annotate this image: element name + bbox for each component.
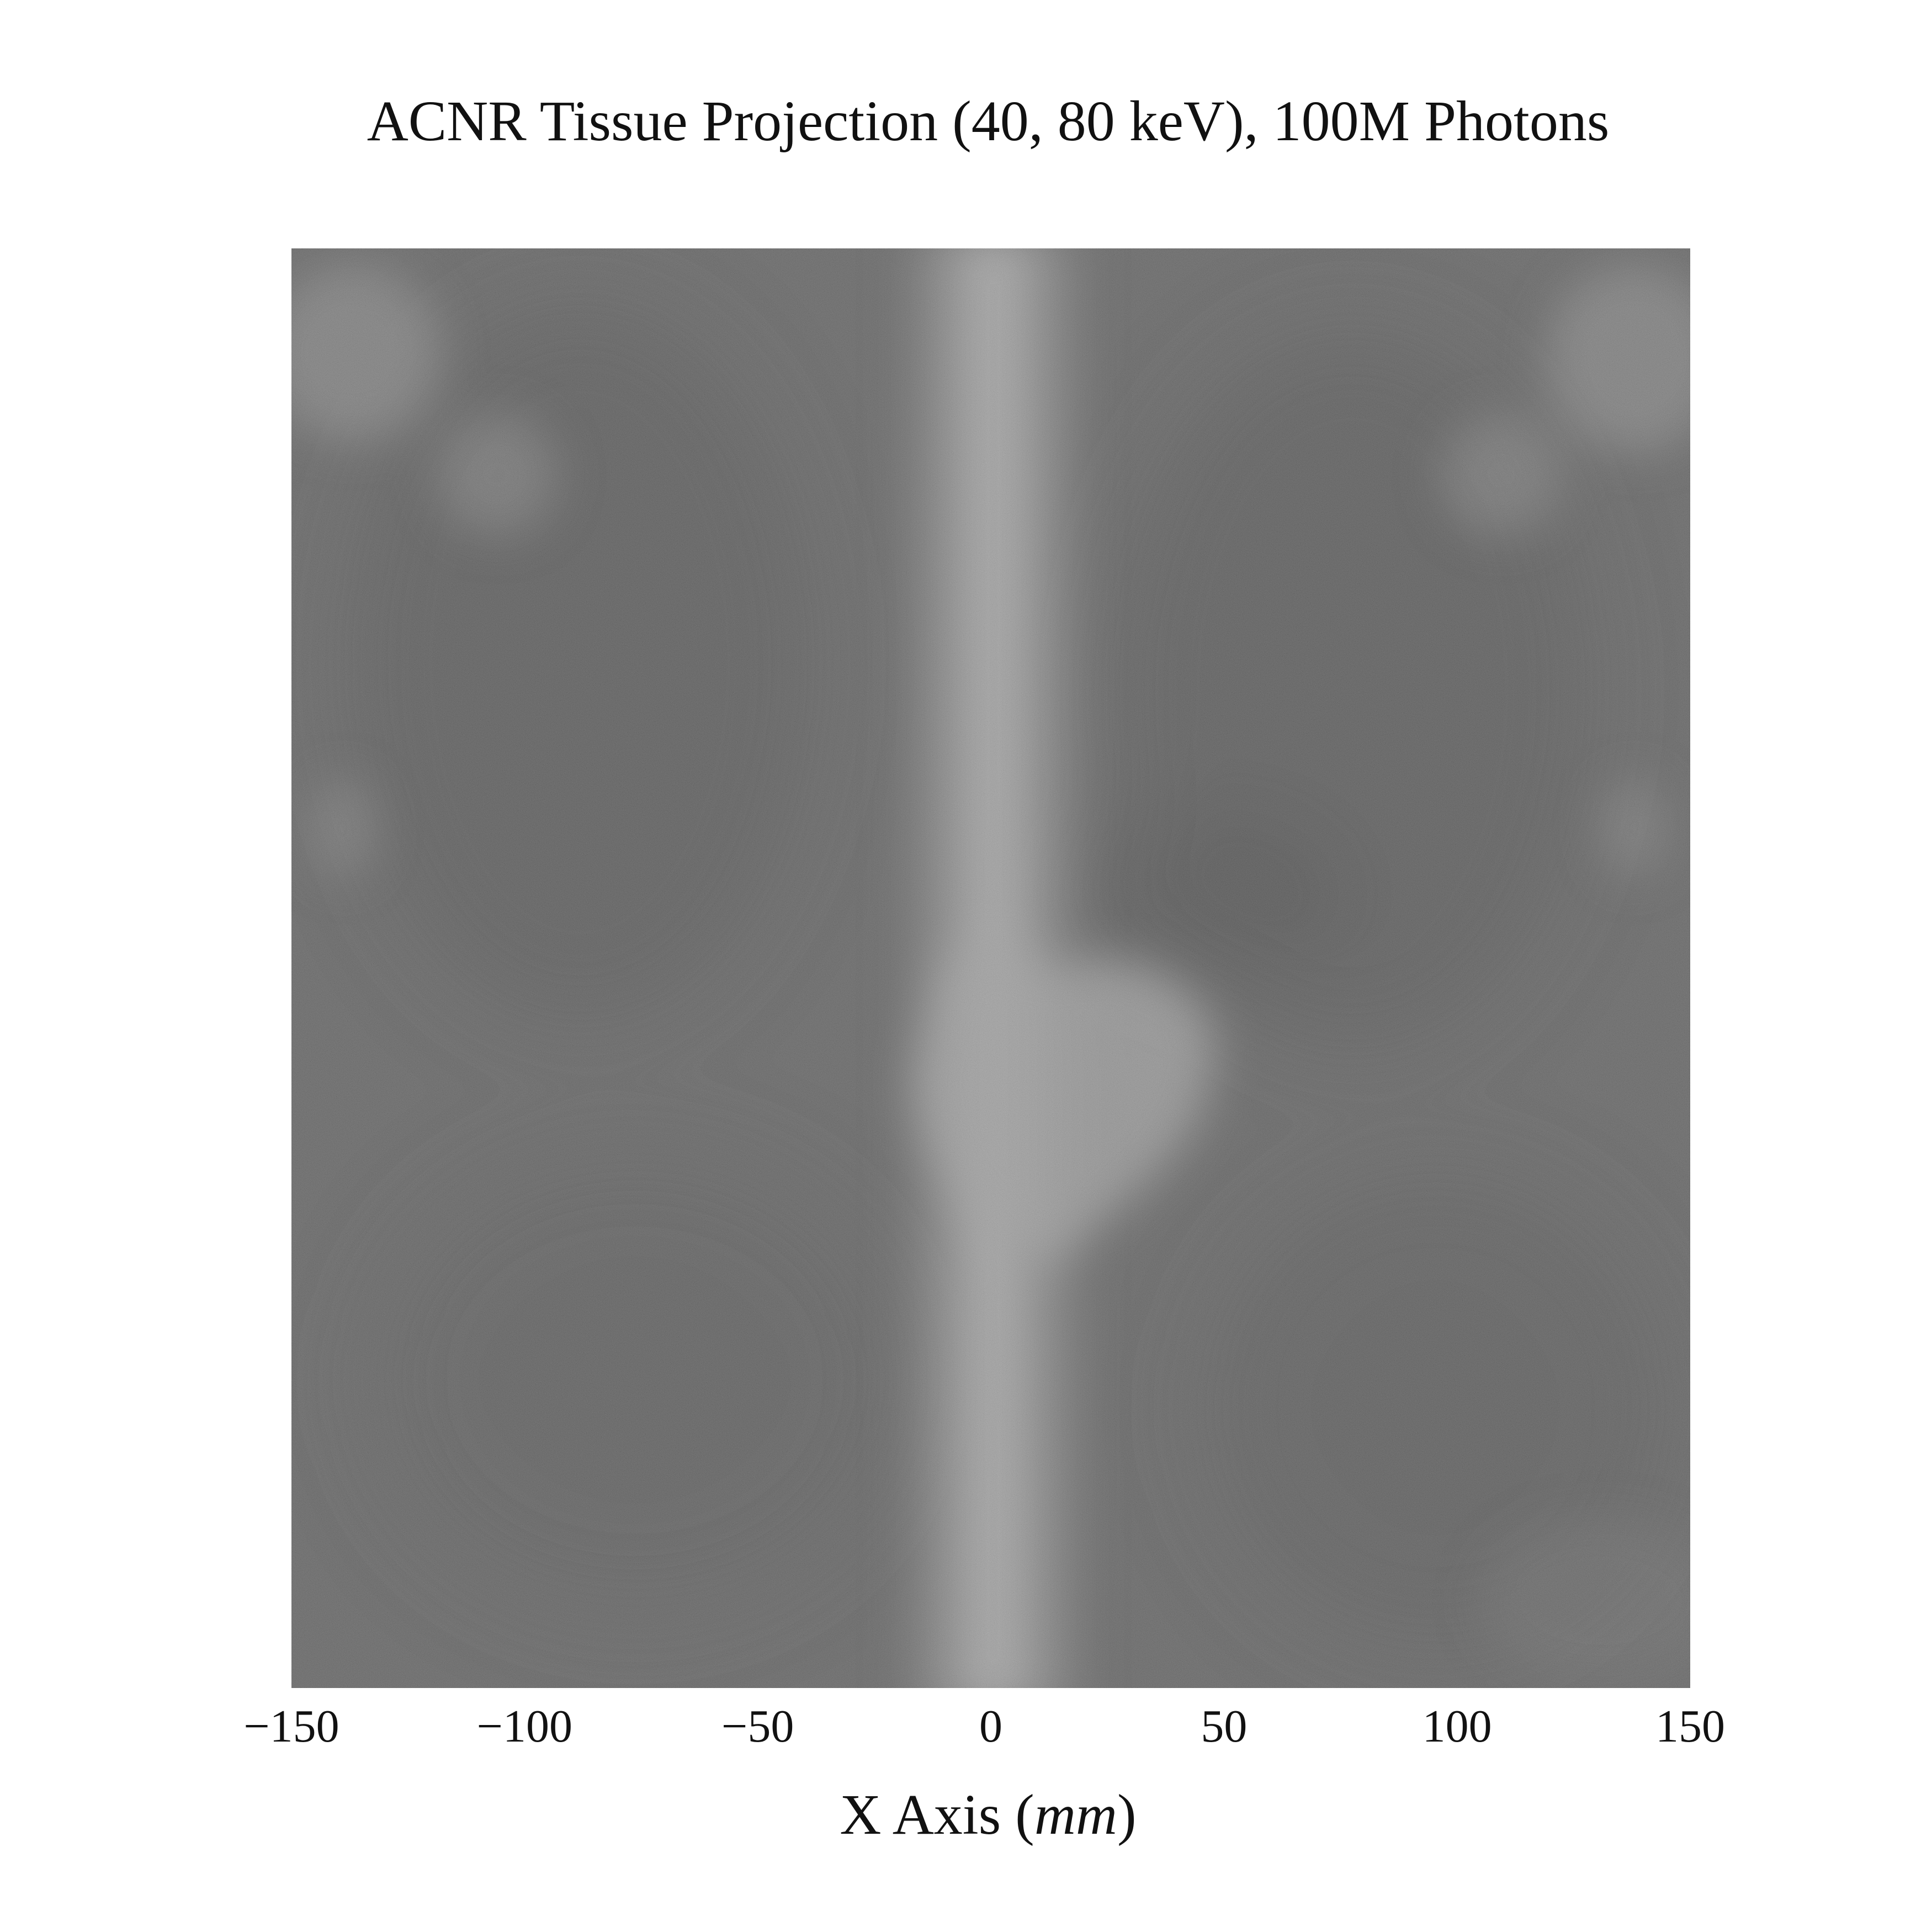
x-tick-label: −150 xyxy=(243,1701,339,1752)
x-tick-label: −50 xyxy=(721,1701,794,1752)
x-tick-label: 100 xyxy=(1423,1701,1492,1752)
x-tick-label: −100 xyxy=(477,1701,572,1752)
x-axis-label-close: ) xyxy=(1117,1783,1137,1846)
x-tick-label: 50 xyxy=(1201,1701,1247,1752)
x-tick-label: 0 xyxy=(979,1701,1002,1752)
x-tick-label: 150 xyxy=(1655,1701,1725,1752)
projection-image xyxy=(291,248,1690,1688)
x-axis-label: X Axis (mm) xyxy=(0,1776,1932,1854)
x-axis-label-text: X Axis ( xyxy=(840,1783,1034,1846)
chart-title: ACNR Tissue Projection (40, 80 keV), 100… xyxy=(367,89,1610,153)
x-axis-ticks: −150 −100 −50 0 50 100 150 xyxy=(243,1701,1725,1752)
x-axis-label-unit: mm xyxy=(1034,1783,1118,1846)
